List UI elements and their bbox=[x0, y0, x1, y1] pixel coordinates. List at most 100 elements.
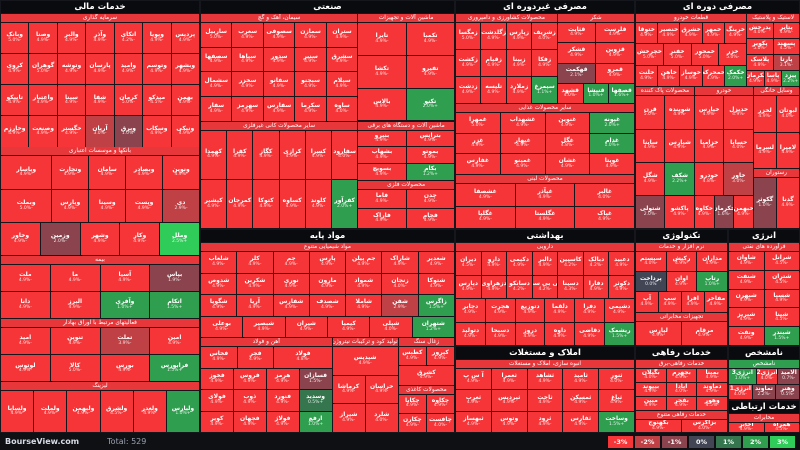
stock-tile[interactable]: آپ -4.9% bbox=[636, 292, 658, 312]
stock-tile[interactable]: دروز -4.9% bbox=[515, 322, 545, 345]
stock-tile[interactable]: جم -4.9% bbox=[273, 252, 309, 273]
stock-tile[interactable]: ولشرق -4.5% bbox=[100, 391, 133, 432]
stock-tile[interactable]: ونیکی -4.9% bbox=[171, 116, 199, 147]
stock-tile[interactable]: شلعاب -4.9% bbox=[201, 252, 237, 273]
stock-tile[interactable]: شسپا -4.9% bbox=[764, 289, 799, 308]
stock-tile[interactable]: وبرق -1.0% bbox=[114, 116, 143, 147]
stock-tile[interactable]: ساینا -4.9% bbox=[636, 129, 665, 162]
stock-tile[interactable]: بجهرم -4.9% bbox=[666, 369, 697, 382]
stock-tile[interactable]: وسدید +0.5% bbox=[299, 390, 332, 411]
stock-tile[interactable]: سغرب -4.9% bbox=[232, 23, 263, 47]
stock-tile[interactable]: غزر -4.9% bbox=[456, 133, 500, 154]
stock-tile[interactable]: دپارس -4.9% bbox=[456, 275, 481, 298]
stock-tile[interactable]: فولاژ -4.9% bbox=[266, 411, 299, 432]
stock-tile[interactable]: سهرمز -4.9% bbox=[232, 96, 263, 121]
stock-tile[interactable]: پاکشو -4.9% bbox=[665, 195, 694, 228]
stock-tile[interactable]: ثاخت -4.9% bbox=[527, 390, 563, 411]
stock-tile[interactable]: غنوین -4.9% bbox=[545, 113, 590, 133]
stock-tile[interactable]: غدام +1.0% bbox=[590, 133, 634, 154]
stock-tile[interactable]: دبالک -4.2% bbox=[583, 252, 609, 275]
stock-tile[interactable]: رتاپ +1.0% bbox=[697, 272, 728, 292]
stock-tile[interactable]: وملل +2.5% bbox=[160, 222, 199, 256]
stock-tile[interactable]: فجر -4.9% bbox=[237, 347, 274, 368]
stock-tile[interactable]: ثرود -4.9% bbox=[527, 411, 563, 432]
stock-tile[interactable]: مداران -4.9% bbox=[697, 252, 728, 272]
stock-tile[interactable]: ولغدر -4.9% bbox=[133, 391, 166, 432]
stock-tile[interactable]: فولاد -4.8% bbox=[274, 347, 332, 368]
stock-tile[interactable]: شاوان -4.9% bbox=[729, 252, 764, 270]
stock-tile[interactable]: لبوتان -4.0% bbox=[776, 96, 799, 132]
stock-tile[interactable]: بشهاب -4.9% bbox=[358, 147, 406, 163]
stock-tile[interactable]: خگستر -4.9% bbox=[57, 116, 86, 147]
stock-tile[interactable]: گکوثر -1.0% bbox=[753, 178, 776, 228]
stock-tile[interactable]: خمحور -5.0% bbox=[691, 44, 719, 65]
stock-tile[interactable]: مبین -4.9% bbox=[636, 396, 666, 410]
stock-tile[interactable]: وبشهر -4.9% bbox=[171, 54, 199, 85]
stock-tile[interactable]: فاراک -4.9% bbox=[358, 209, 406, 228]
stock-tile[interactable]: شوینده -4.9% bbox=[665, 96, 694, 129]
stock-tile[interactable]: البرز -4.9% bbox=[50, 292, 100, 319]
stock-tile[interactable]: خاور -3.0% bbox=[724, 162, 753, 195]
stock-tile[interactable]: ارفع +1.0% bbox=[299, 411, 332, 432]
stock-tile[interactable]: مفاخر -4.9% bbox=[705, 292, 727, 312]
stock-tile[interactable]: پسهند -4.5% bbox=[773, 39, 799, 55]
stock-tile[interactable]: شرانل -4.5% bbox=[764, 252, 799, 270]
stock-tile[interactable]: زبینا -4.9% bbox=[506, 50, 532, 77]
stock-tile[interactable]: قصفها +1.6% bbox=[609, 83, 634, 104]
stock-tile[interactable]: زشریف -4.0% bbox=[532, 23, 557, 50]
stock-tile[interactable]: زاگرس +1.5% bbox=[418, 295, 454, 316]
stock-tile[interactable]: بفجر -4.9% bbox=[666, 396, 697, 410]
stock-tile[interactable]: دزهراوی -4.9% bbox=[481, 275, 507, 298]
stock-tile[interactable]: شغدیر -4.9% bbox=[418, 252, 454, 273]
stock-tile[interactable]: پیزد +2.2% bbox=[782, 71, 799, 87]
stock-tile[interactable]: قنیشا +1.0% bbox=[583, 83, 609, 104]
stock-tile[interactable]: ثغرب -4.9% bbox=[456, 390, 491, 411]
stock-tile[interactable]: زپارس -4.9% bbox=[506, 23, 532, 50]
stock-tile[interactable]: ما -4.9% bbox=[50, 265, 100, 292]
stock-tile[interactable]: فخوز -4.9% bbox=[201, 368, 233, 389]
stock-tile[interactable]: وصنا -4.9% bbox=[29, 23, 57, 54]
stock-tile[interactable]: همراه -4.5% bbox=[764, 423, 799, 432]
stock-tile[interactable]: وصنعت -4.9% bbox=[29, 116, 57, 147]
stock-tile[interactable]: بسویچ -4.9% bbox=[358, 163, 406, 180]
stock-tile[interactable]: خساپا -4.0% bbox=[724, 129, 753, 162]
stock-tile[interactable]: زمگسا -5.0% bbox=[456, 23, 481, 50]
stock-tile[interactable]: سینا -4.9% bbox=[57, 85, 86, 116]
stock-tile[interactable]: وتجارت -4.9% bbox=[52, 156, 89, 189]
stock-tile[interactable]: آسیا -4.9% bbox=[100, 265, 150, 292]
stock-tile[interactable]: خراسان -4.9% bbox=[365, 375, 398, 404]
stock-tile[interactable]: خلنت -4.9% bbox=[636, 65, 658, 87]
stock-tile[interactable]: شتهران +1.2% bbox=[412, 316, 454, 337]
stock-tile[interactable]: شگویا -4.9% bbox=[201, 295, 237, 316]
stock-tile[interactable]: کمرجان -4.9% bbox=[227, 179, 253, 228]
stock-tile[interactable]: ملت -4.9% bbox=[1, 265, 50, 292]
stock-tile[interactable]: ثعمرا -4.9% bbox=[491, 369, 527, 390]
stock-tile[interactable]: کلوند -4.9% bbox=[305, 179, 332, 228]
stock-tile[interactable]: وسکاب -4.9% bbox=[143, 116, 171, 147]
stock-tile[interactable]: شپلی -4.0% bbox=[370, 316, 412, 337]
stock-tile[interactable]: شتران -4.5% bbox=[764, 270, 799, 289]
stock-tile[interactable]: وبصادر -4.9% bbox=[126, 156, 163, 189]
stock-tile[interactable]: کفرا -4.9% bbox=[227, 130, 253, 179]
stock-tile[interactable]: شاملا -4.9% bbox=[346, 295, 382, 316]
stock-tile[interactable]: چدن -4.9% bbox=[406, 189, 455, 209]
stock-tile[interactable]: آریا -4.9% bbox=[237, 295, 273, 316]
stock-tile[interactable]: ذوب -4.9% bbox=[233, 390, 266, 411]
stock-tile[interactable]: ولپارس +1.0% bbox=[166, 391, 200, 432]
stock-tile[interactable]: ثبهساز -4.9% bbox=[456, 411, 491, 432]
stock-tile[interactable]: شتوکا -4.9% bbox=[418, 273, 454, 294]
stock-tile[interactable]: شبندر +1.5% bbox=[764, 327, 799, 345]
stock-tile[interactable]: بپاس -1.9% bbox=[150, 265, 199, 292]
stock-tile[interactable]: وسینا -4.9% bbox=[89, 189, 126, 222]
stock-tile[interactable]: سخزر -4.9% bbox=[232, 72, 263, 96]
stock-tile[interactable]: بمپنا -4.9% bbox=[697, 369, 728, 382]
stock-tile[interactable]: سفارس -4.9% bbox=[263, 96, 295, 121]
stock-tile[interactable]: انرژی2 -4.0% bbox=[756, 369, 778, 384]
stock-tile[interactable]: اتکام +1.5% bbox=[150, 292, 199, 319]
stock-tile[interactable]: غگل -4.8% bbox=[545, 133, 590, 154]
stock-tile[interactable]: سدور -4.9% bbox=[263, 47, 295, 72]
stock-tile[interactable]: شصدف -4.9% bbox=[309, 295, 346, 316]
stock-tile[interactable]: غپونه +2.0% bbox=[590, 113, 634, 133]
stock-tile[interactable]: کرماشا -4.9% bbox=[332, 375, 365, 404]
stock-tile[interactable]: پکرمان-4.9% bbox=[747, 71, 764, 87]
